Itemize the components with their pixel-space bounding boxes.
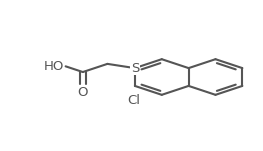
- Text: S: S: [131, 62, 139, 75]
- Text: O: O: [78, 86, 88, 99]
- Text: Cl: Cl: [127, 94, 140, 107]
- Text: HO: HO: [44, 60, 64, 73]
